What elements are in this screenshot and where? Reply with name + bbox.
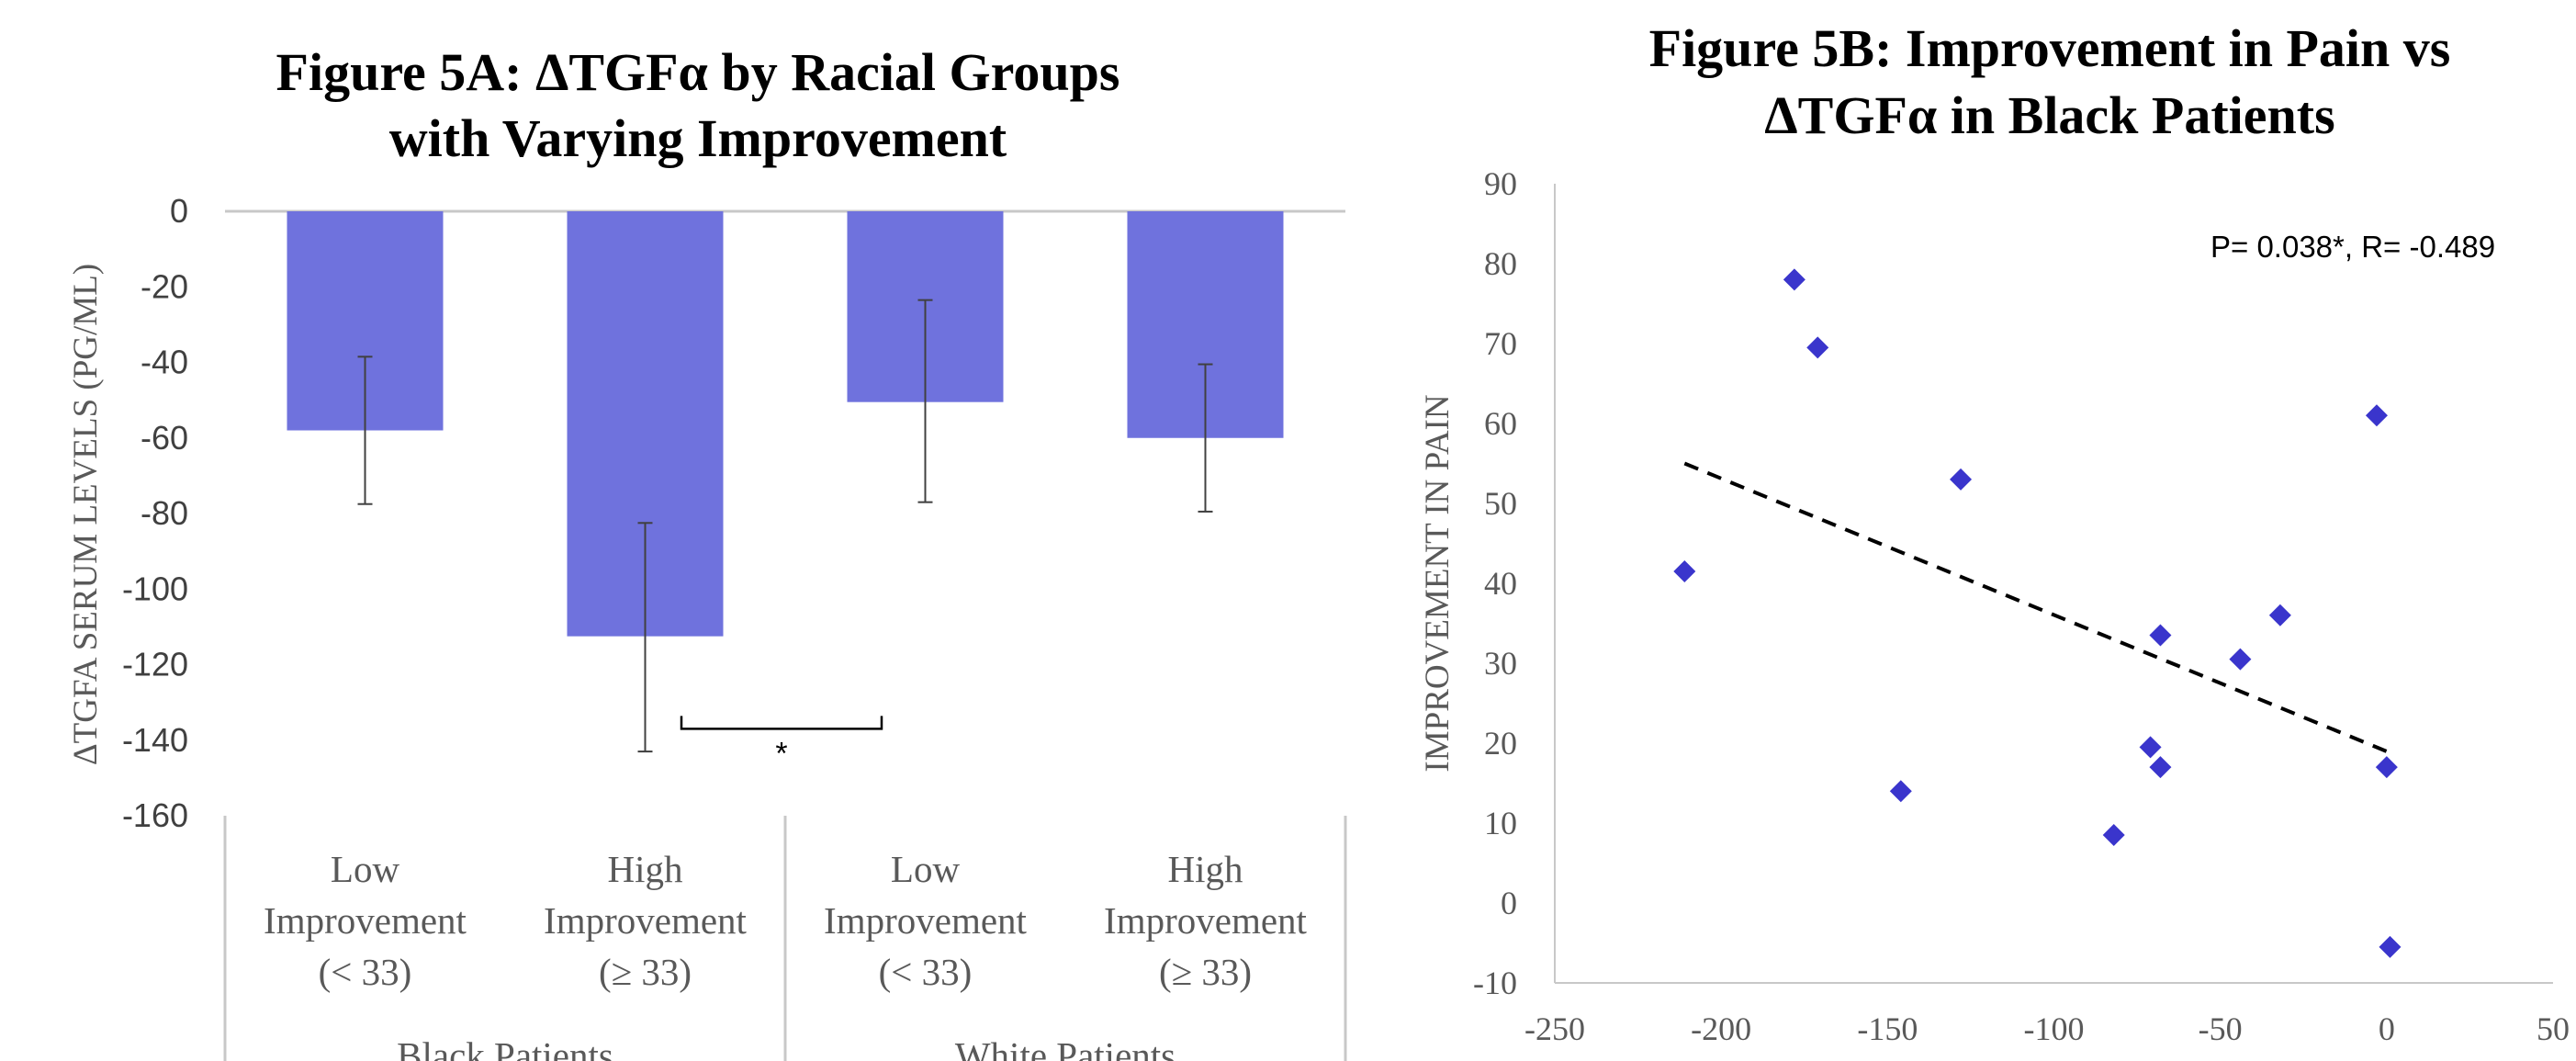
- chart-5b-trendline: [1683, 461, 2391, 755]
- y-tick-label-1: 90: [1484, 165, 1517, 202]
- chart-5b-title-line-2: ΔTGFα in Black Patients: [1764, 85, 2334, 145]
- data-point-6: [2102, 824, 2125, 847]
- category-label-2-line-1: High: [608, 848, 683, 890]
- category-label-4-line-1: High: [1168, 848, 1243, 890]
- data-point-14: [2379, 935, 2402, 958]
- chart-5b-y-ticks: 90 80 70 60 50 40 30 20 10 0 -10: [1473, 165, 1517, 1001]
- category-label-3-line-1: Low: [891, 848, 961, 890]
- y-tick-label-2: 80: [1484, 245, 1517, 282]
- data-point-12: [2365, 404, 2388, 427]
- data-point-5: [1889, 780, 1912, 803]
- chart-5a-error-bars: [357, 299, 1213, 753]
- x-tick-label-7: 50: [2537, 1010, 2570, 1047]
- y-tick-label-4: 60: [1484, 405, 1517, 442]
- category-label-3-line-2: Improvement: [824, 899, 1027, 942]
- y-tick-label-10: 0: [1501, 885, 1517, 921]
- data-point-7: [2139, 736, 2162, 759]
- y-tick-label-11: -10: [1473, 965, 1517, 1001]
- chart-5a-bars: [287, 211, 1284, 637]
- chart-5a-category-labels: Low Improvement (< 33) High Improvement (≥ 33…: [264, 848, 1307, 1061]
- data-point-10: [2229, 648, 2252, 671]
- x-tick-label-6: 0: [2379, 1010, 2395, 1047]
- x-tick-label-4: -100: [2024, 1010, 2085, 1047]
- y-tick-label-1: 0: [170, 192, 188, 230]
- chart-5b-y-axis-label: IMPROVEMENT IN PAIN: [1419, 394, 1457, 772]
- y-tick-label-7: 30: [1484, 645, 1517, 682]
- category-label-2-line-3: (≥ 33): [599, 951, 692, 993]
- chart-5a-title-line-2: with Varying Improvement: [389, 108, 1007, 168]
- x-tick-label-5: -50: [2199, 1010, 2243, 1047]
- significance-bracket: [680, 716, 883, 730]
- data-point-8: [2149, 756, 2172, 779]
- y-tick-label-9: -160: [122, 796, 188, 834]
- chart-5a-significance: *: [680, 716, 883, 771]
- y-tick-label-3: -40: [141, 344, 188, 381]
- chart-5a: Figure 5A: ΔTGFα by Racial Groups with V…: [67, 42, 1347, 1061]
- chart-5a-title-line-1: Figure 5A: ΔTGFα by Racial Groups: [276, 42, 1120, 102]
- data-point-4: [1950, 468, 1973, 491]
- group-label-1: Black Patients: [397, 1034, 613, 1061]
- x-tick-label-3: -150: [1857, 1010, 1918, 1047]
- y-tick-label-6: -100: [122, 570, 188, 607]
- data-point-1: [1783, 268, 1805, 291]
- category-label-1-line-1: Low: [331, 848, 400, 890]
- y-tick-label-8: -140: [122, 721, 188, 759]
- y-tick-label-8: 20: [1484, 725, 1517, 762]
- chart-5b-points: [1673, 268, 2402, 958]
- category-label-1-line-2: Improvement: [264, 899, 467, 942]
- y-tick-label-5: -80: [141, 494, 188, 532]
- chart-5b-axes: [1554, 184, 2553, 984]
- data-point-2: [1806, 336, 1829, 359]
- chart-5b-stats-annotation: P= 0.038*, R= -0.489: [2210, 230, 2495, 264]
- category-label-1-line-3: (< 33): [319, 951, 412, 993]
- y-tick-label-3: 70: [1484, 325, 1517, 362]
- data-point-3: [1673, 559, 1696, 582]
- category-label-4-line-3: (≥ 33): [1159, 951, 1252, 993]
- category-label-2-line-2: Improvement: [544, 899, 747, 942]
- group-label-2: White Patients: [955, 1034, 1176, 1061]
- trendline: [1683, 461, 2391, 755]
- chart-5b: Figure 5B: Improvement in Pain vs ΔTGFα …: [1419, 18, 2570, 1047]
- category-label-4-line-2: Improvement: [1104, 899, 1307, 942]
- category-label-3-line-3: (< 33): [879, 951, 973, 993]
- significance-marker: *: [775, 736, 787, 771]
- x-tick-label-2: -200: [1691, 1010, 1751, 1047]
- x-tick-label-1: -250: [1524, 1010, 1585, 1047]
- y-tick-label-2: -20: [141, 267, 188, 305]
- y-tick-label-4: -60: [141, 419, 188, 457]
- chart-5a-y-axis-label: ΔTGFA SERUM LEVELS (PG/ML): [67, 264, 105, 765]
- y-tick-label-9: 10: [1484, 805, 1517, 841]
- y-tick-label-6: 40: [1484, 565, 1517, 602]
- chart-5b-x-ticks: -250 -200 -150 -100 -50 0 50: [1524, 1010, 2570, 1047]
- data-point-13: [2375, 756, 2398, 779]
- chart-5a-y-ticks: 0 -20 -40 -60 -80 -100 -120 -140 -160: [122, 192, 188, 834]
- y-tick-label-5: 50: [1484, 485, 1517, 522]
- data-point-9: [2149, 624, 2172, 647]
- y-tick-label-7: -120: [122, 646, 188, 683]
- data-point-11: [2268, 604, 2291, 626]
- chart-5b-title-line-1: Figure 5B: Improvement in Pain vs: [1649, 18, 2451, 78]
